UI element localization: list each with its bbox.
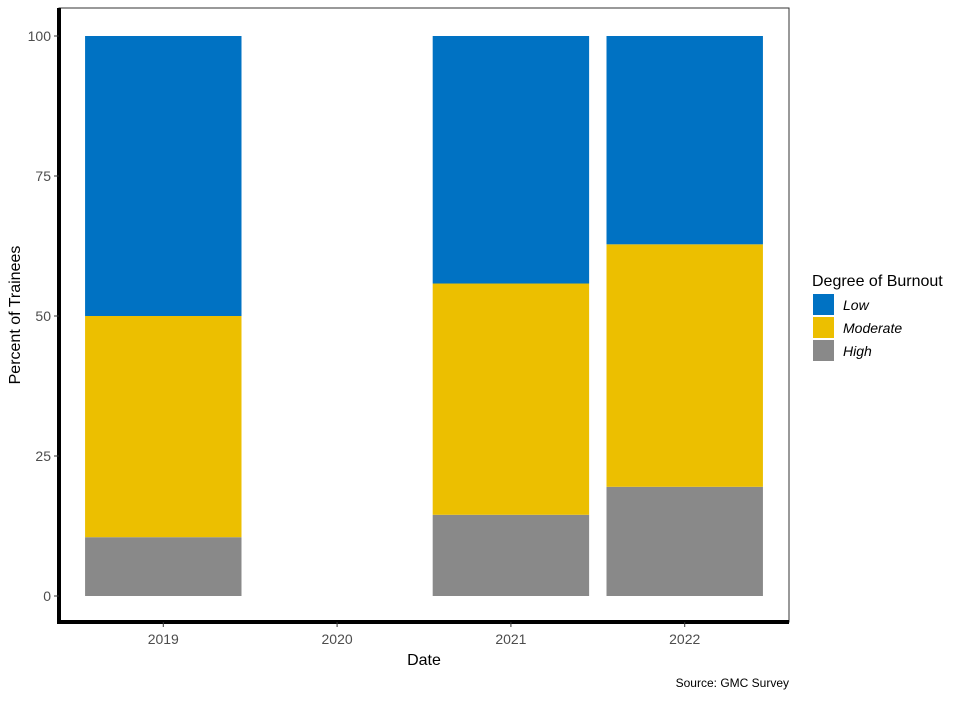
y-axis-title: Percent of Trainees (7, 246, 24, 385)
bar-2021-low (432, 36, 590, 284)
legend-label-high: High (843, 343, 872, 359)
x-axis-title: Date (407, 652, 441, 669)
legend-swatch-high (813, 340, 834, 361)
y-tick-label: 100 (28, 28, 52, 44)
legend-label-moderate: Moderate (843, 320, 902, 336)
legend-swatch-low (813, 294, 834, 315)
x-axis-ticks: 2019 2020 2021 2022 (148, 622, 700, 647)
y-axis-ticks: 0 25 50 75 100 (28, 28, 59, 604)
legend: Degree of Burnout Low Moderate High (812, 273, 943, 361)
x-tick-label: 2022 (669, 631, 700, 647)
legend-label-low: Low (843, 297, 870, 313)
bar-2022-moderate (606, 244, 763, 487)
source-caption: Source: GMC Survey (676, 676, 789, 690)
y-tick-label: 25 (35, 448, 51, 464)
bar-2021-high (432, 514, 590, 596)
bars-layer (85, 36, 763, 596)
bar-2019-moderate (85, 316, 242, 538)
x-tick-label: 2019 (148, 631, 179, 647)
bar-2022-low (606, 36, 763, 245)
bar-2019-high (85, 537, 242, 596)
legend-title: Degree of Burnout (812, 273, 943, 290)
legend-items: Low Moderate High (813, 294, 902, 361)
x-tick-label: 2020 (322, 631, 353, 647)
bar-2022-high (606, 486, 763, 596)
x-tick-label: 2021 (495, 631, 526, 647)
legend-swatch-moderate (813, 317, 834, 338)
y-tick-label: 0 (43, 588, 51, 604)
bar-2021-moderate (432, 283, 590, 515)
bar-2019-low (85, 36, 242, 316)
y-tick-label: 50 (35, 308, 51, 324)
y-tick-label: 75 (35, 168, 51, 184)
